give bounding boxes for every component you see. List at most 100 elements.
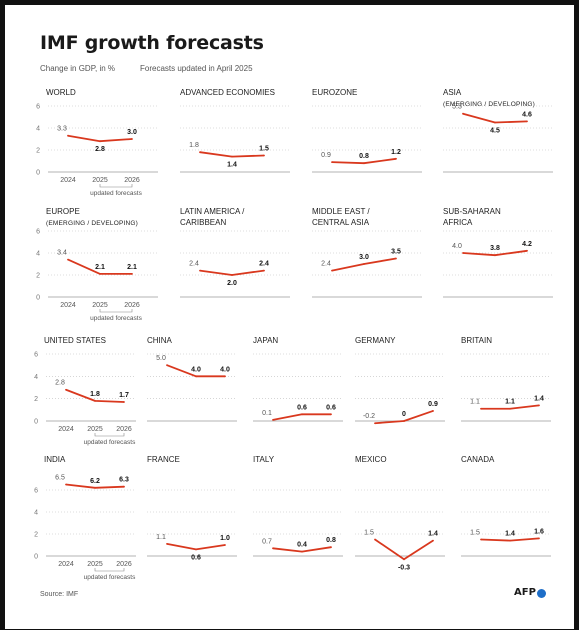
data-label: 1.0 — [220, 535, 230, 542]
forecast-bracket — [94, 568, 125, 572]
data-label: 0.9 — [321, 152, 331, 159]
data-label: 2.8 — [95, 146, 105, 153]
data-point — [331, 269, 333, 272]
data-label: 0.8 — [326, 537, 336, 544]
data-point — [166, 364, 168, 367]
data-label: 1.6 — [534, 528, 544, 535]
data-label: 5.3 — [452, 104, 462, 111]
bracket-label: updated forecasts — [84, 574, 136, 581]
data-label: 3.4 — [57, 250, 67, 257]
data-point — [494, 254, 496, 257]
data-point — [363, 162, 365, 165]
panel-title: FRANCE — [147, 455, 180, 464]
y-tick-label: 6 — [36, 229, 40, 236]
panel-title: MEXICO — [355, 455, 387, 464]
source-note: Source: IMF — [40, 591, 79, 598]
data-label: -0.2 — [363, 413, 375, 420]
data-label: 1.2 — [391, 149, 401, 156]
y-tick-label: 4 — [34, 510, 38, 517]
data-point — [526, 120, 528, 123]
data-point — [432, 410, 434, 412]
x-tick-label: 2026 — [116, 561, 132, 568]
bracket-label: updated forecasts — [90, 190, 142, 197]
data-point — [509, 407, 511, 410]
data-label: 1.4 — [505, 531, 515, 538]
data-point — [94, 486, 96, 489]
data-point — [480, 538, 482, 541]
data-label: 2.4 — [321, 261, 331, 268]
data-point — [395, 157, 397, 160]
data-point — [99, 273, 101, 275]
data-label: 3.5 — [391, 249, 401, 256]
data-point — [231, 155, 233, 158]
data-point — [131, 138, 133, 140]
data-point — [374, 538, 376, 541]
data-point — [301, 550, 303, 553]
y-tick-label: 0 — [36, 170, 40, 177]
data-point — [67, 258, 69, 261]
data-point — [94, 400, 96, 402]
data-label: 3.0 — [127, 129, 137, 136]
data-point — [363, 263, 365, 265]
data-label: 2.8 — [55, 380, 65, 387]
data-point — [403, 420, 405, 422]
data-label: 6.5 — [55, 475, 65, 482]
data-label: 0.7 — [262, 538, 272, 545]
data-point — [224, 544, 226, 546]
data-point — [263, 269, 265, 272]
data-label: 1.1 — [505, 399, 515, 406]
x-tick-label: 2025 — [87, 561, 103, 568]
data-point — [131, 273, 133, 275]
data-point — [263, 154, 265, 157]
data-point — [166, 543, 168, 545]
data-label: 5.0 — [156, 355, 166, 362]
data-label: 1.4 — [534, 395, 544, 402]
x-tick-label: 2025 — [87, 426, 103, 433]
data-label: 0.9 — [428, 401, 438, 408]
data-label: 3.0 — [359, 254, 369, 261]
y-tick-label: 0 — [34, 554, 38, 561]
x-tick-label: 2024 — [58, 561, 74, 568]
data-label: 0 — [402, 411, 406, 418]
data-label: 1.4 — [428, 531, 438, 538]
data-label: 2.1 — [95, 264, 105, 271]
y-tick-label: 2 — [36, 148, 40, 155]
afp-logo: AFP — [514, 587, 536, 598]
bracket-label: updated forecasts — [84, 439, 136, 446]
panel-title: AFRICA — [443, 218, 473, 227]
panel-title: WORLD — [46, 88, 76, 97]
data-point — [123, 401, 125, 403]
data-label: 1.1 — [470, 399, 480, 406]
panel-title: CARIBBEAN — [180, 218, 226, 227]
data-label: 4.2 — [522, 241, 532, 248]
data-point — [231, 274, 233, 276]
data-label: 3.3 — [57, 126, 67, 133]
data-point — [331, 161, 333, 164]
forecast-bracket — [94, 433, 125, 437]
data-point — [395, 257, 397, 260]
data-label: 0.6 — [297, 404, 307, 411]
panel-title: CHINA — [147, 336, 173, 345]
y-tick-label: 2 — [36, 273, 40, 280]
data-label: 0.8 — [359, 153, 369, 160]
data-point — [272, 547, 274, 550]
data-label: 6.3 — [119, 477, 129, 484]
data-point — [272, 418, 274, 421]
data-point — [509, 539, 511, 542]
y-tick-label: 4 — [34, 374, 38, 381]
y-tick-label: 6 — [34, 488, 38, 495]
data-point — [403, 558, 405, 561]
data-label: 1.5 — [364, 530, 374, 537]
x-tick-label: 2026 — [124, 302, 140, 309]
bracket-label: updated forecasts — [90, 315, 142, 322]
data-point — [301, 413, 303, 416]
page-title: IMF growth forecasts — [40, 32, 264, 54]
data-point — [99, 140, 101, 143]
data-point — [67, 134, 69, 137]
data-point — [432, 539, 434, 542]
x-tick-label: 2025 — [92, 177, 108, 184]
panel-title: (EMERGING / DEVELOPING) — [443, 101, 535, 108]
data-label: 2.4 — [259, 261, 269, 268]
y-tick-label: 6 — [34, 352, 38, 359]
data-point — [65, 388, 67, 391]
